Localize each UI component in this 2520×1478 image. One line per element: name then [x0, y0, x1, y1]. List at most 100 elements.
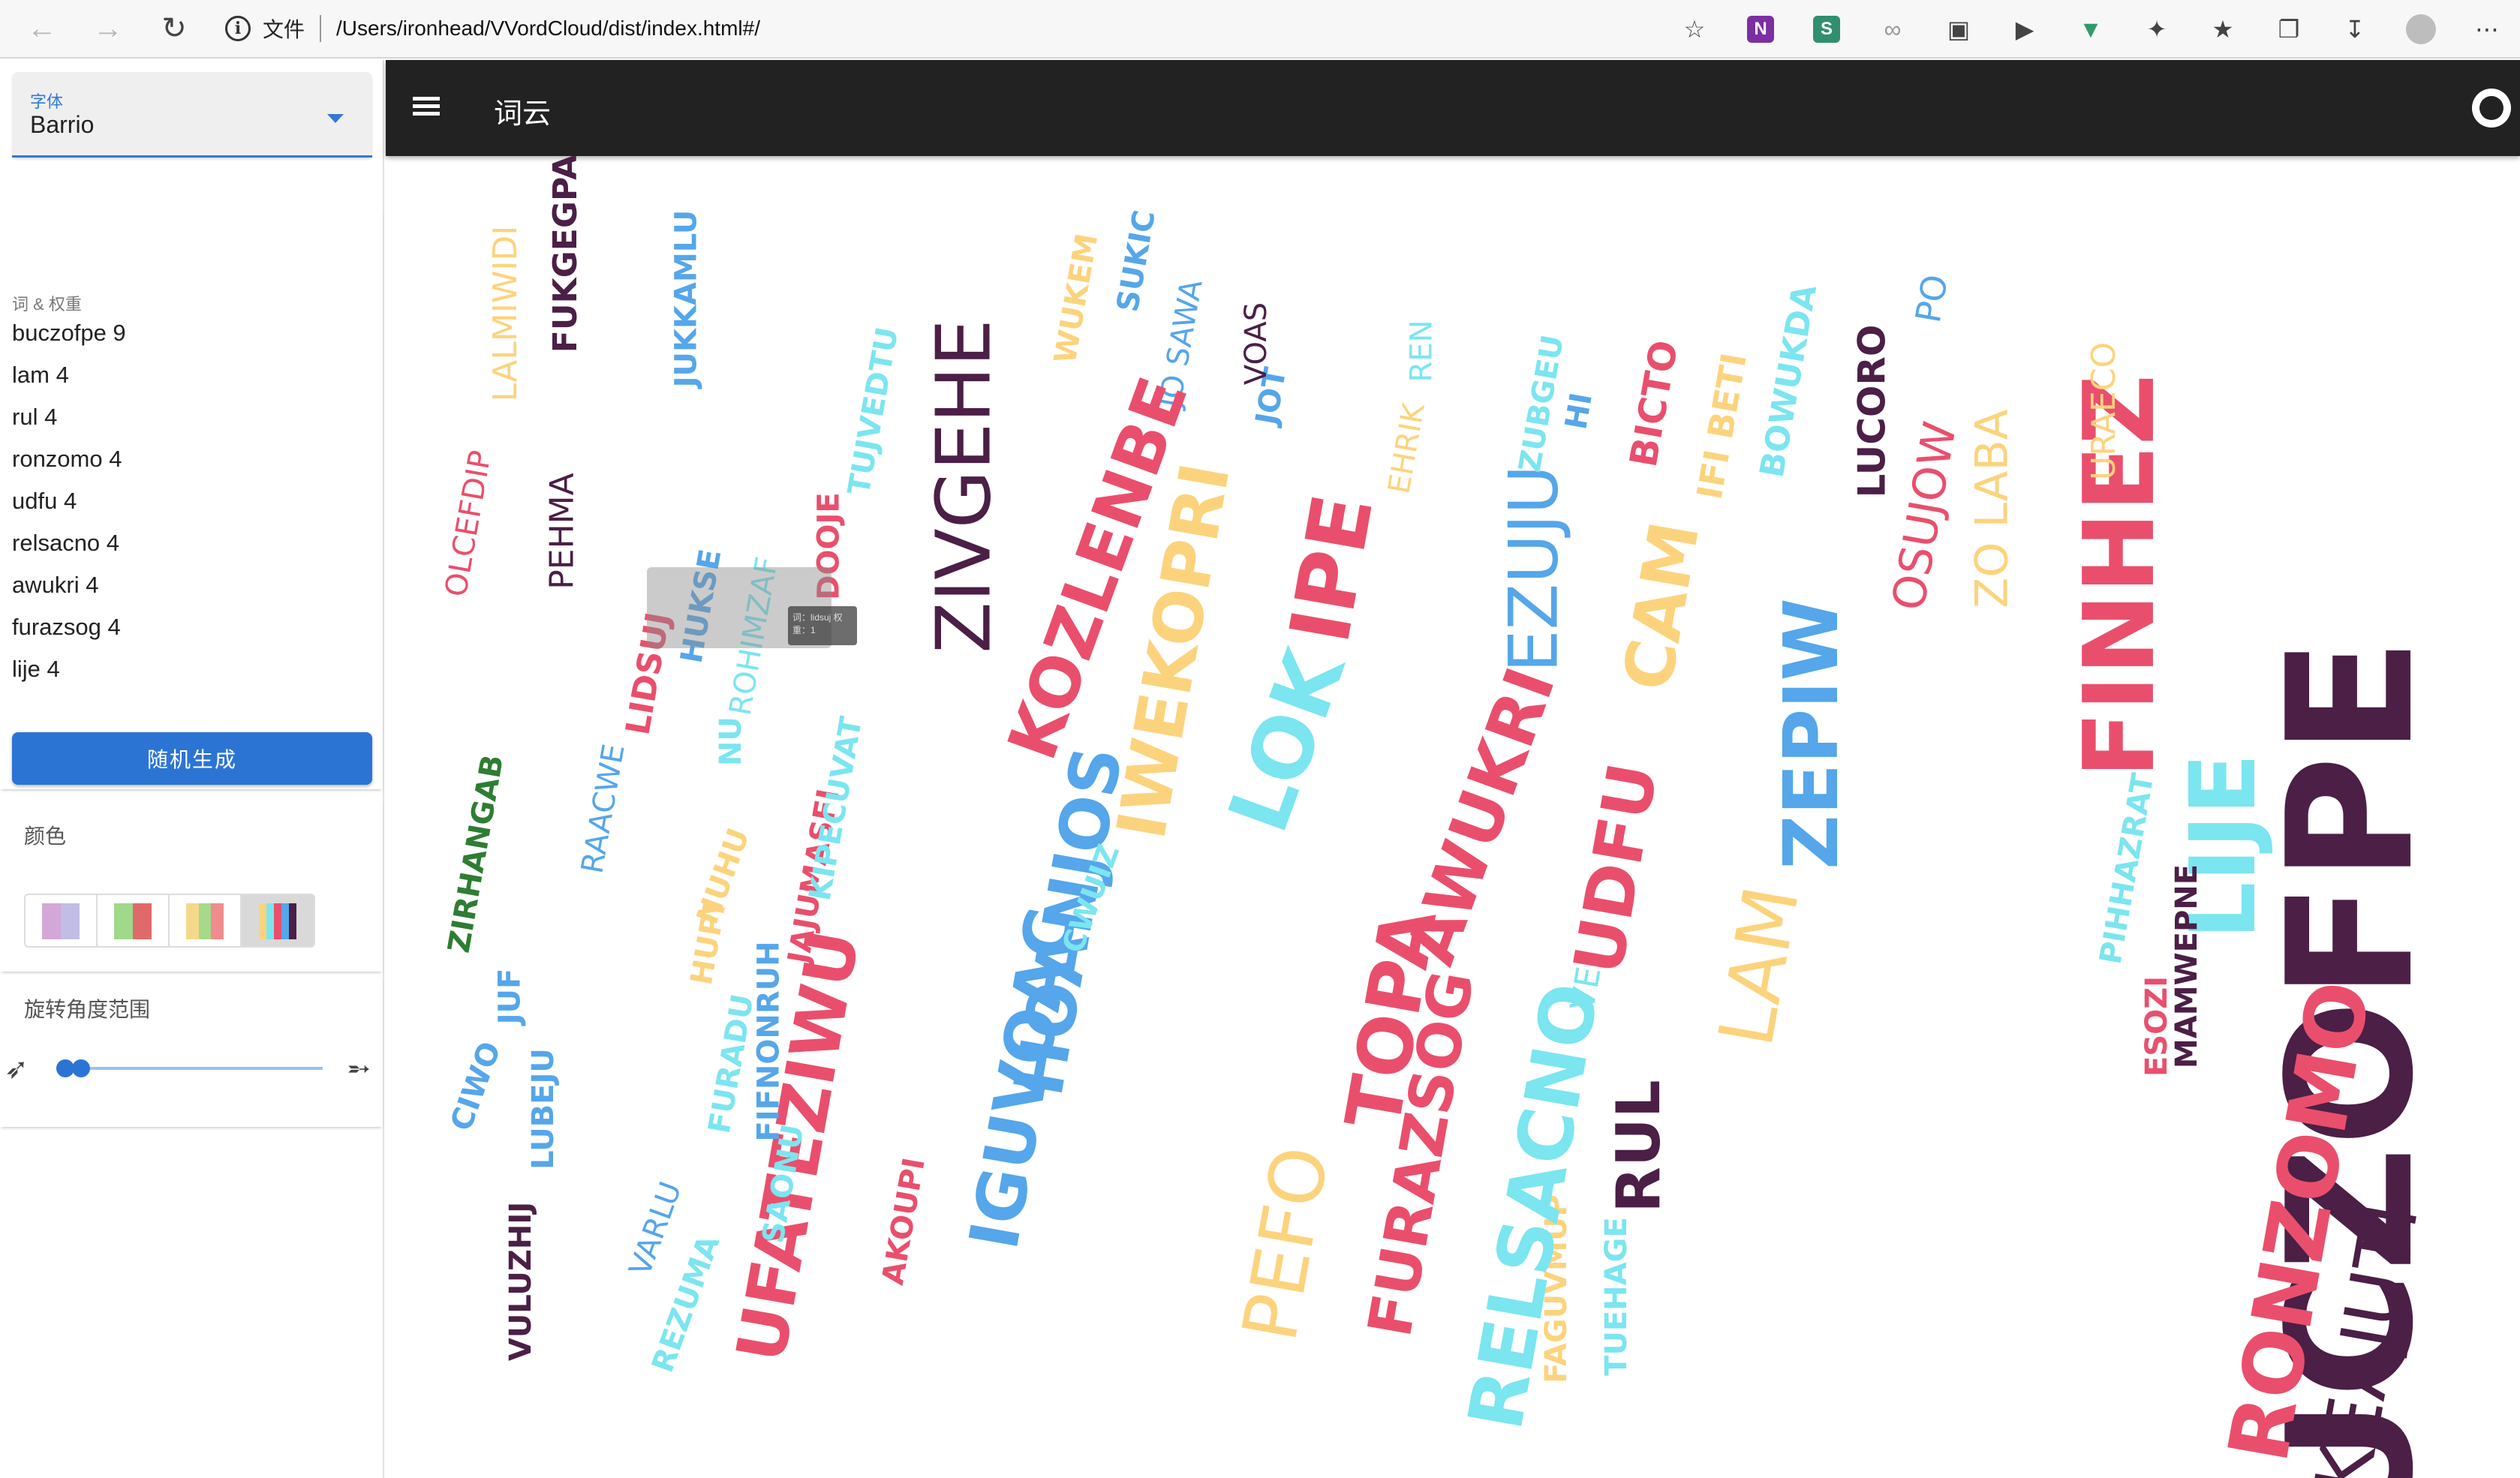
info-icon[interactable]: i: [225, 16, 251, 41]
palette-swatch[interactable]: [98, 895, 170, 946]
random-generate-button[interactable]: 随机生成: [12, 732, 372, 785]
slider-thumb-max[interactable]: [72, 1059, 90, 1077]
browser-toolbar: ← → ↻ i 文件 /Users/ironhead/VVordCloud/di…: [0, 0, 2520, 59]
back-icon[interactable]: ←: [27, 11, 57, 45]
cloud-word[interactable]: FIFNONRUH: [751, 941, 786, 1142]
cloud-word[interactable]: RAACWE: [575, 741, 632, 876]
cloud-word[interactable]: IFI BETI: [1689, 350, 1755, 503]
words-weights-textarea[interactable]: buczofpe 9 lam 4 rul 4 ronzomo 4 udfu 4 …: [12, 312, 372, 837]
rotate-left-icon[interactable]: ➶: [5, 1053, 29, 1085]
cloud-word[interactable]: TUEHAGE: [1598, 1217, 1634, 1376]
cloud-word[interactable]: UDFU: [1559, 757, 1673, 981]
add-favorite-icon[interactable]: ☆: [1683, 16, 1706, 43]
word-line: furazsog 4: [12, 614, 121, 640]
favorites-icon[interactable]: ★: [2212, 16, 2234, 43]
collections-icon[interactable]: ❐: [2278, 16, 2300, 43]
cloud-word[interactable]: URAECO: [2085, 341, 2124, 481]
download-icon[interactable]: ↧: [2344, 16, 2365, 43]
cloud-word[interactable]: PEFO: [1225, 1140, 1346, 1347]
cloud-word[interactable]: BICTO: [1621, 337, 1687, 470]
cloud-word[interactable]: MAMWEPNE: [2170, 864, 2205, 1069]
cloud-word[interactable]: LOK: [1209, 638, 1363, 844]
url-text[interactable]: /Users/ironhead/VVordCloud/dist/index.ht…: [336, 17, 760, 40]
cloud-word[interactable]: ZIVGEHE: [919, 319, 1008, 653]
address-separator: [320, 15, 322, 42]
cloud-word[interactable]: LAM: [1701, 880, 1816, 1053]
cloud-word[interactable]: OSUJOW: [1881, 418, 1967, 614]
chevron-down-icon[interactable]: [327, 114, 344, 123]
cloud-word[interactable]: LALMIWIDI: [486, 225, 525, 402]
cloud-word[interactable]: ZIRHANGAB: [441, 752, 510, 956]
cloud-word[interactable]: LUCORO: [1849, 324, 1893, 498]
rotate-right-icon[interactable]: ➵: [347, 1053, 371, 1085]
profile-avatar-icon[interactable]: [2404, 13, 2437, 46]
palette-swatch[interactable]: [242, 895, 314, 946]
cloud-word[interactable]: JUKKAMLU: [668, 209, 703, 388]
cloud-word[interactable]: EZUJU: [1493, 464, 1573, 673]
more-menu-icon[interactable]: ⋯: [2475, 16, 2499, 43]
font-select[interactable]: 字体 Barrio: [12, 72, 372, 158]
cloud-word[interactable]: ESOZI: [2140, 975, 2175, 1077]
palette-swatch[interactable]: [170, 895, 242, 946]
cloud-word[interactable]: RELSACNO: [1451, 977, 1616, 1436]
word-line: buczofpe 9: [12, 320, 126, 346]
infinity-extension-icon[interactable]: ∞: [1884, 15, 1902, 43]
cloud-word[interactable]: CIWO: [444, 1037, 508, 1136]
cloud-word[interactable]: FUKGEGPA: [546, 156, 585, 353]
cloud-word[interactable]: EHRIK: [1381, 401, 1432, 497]
word-line: awukri 4: [12, 572, 99, 598]
cloud-word[interactable]: AKOUPI: [875, 1155, 932, 1288]
toolbar-icons: ☆ N S ∞ ▣ ▶ ▼ ✦ ★ ❐ ↧ ⋯: [1661, 0, 2520, 59]
color-title: 颜色: [24, 825, 67, 848]
vue-extension-icon[interactable]: ▼: [2079, 15, 2103, 43]
reload-icon[interactable]: ↻: [161, 12, 187, 45]
font-select-label: 字体: [30, 92, 64, 111]
extensions-icon[interactable]: ✦: [2146, 16, 2167, 43]
rotation-range-slider[interactable]: [60, 1067, 323, 1070]
cloud-word[interactable]: LUBEJU: [525, 1048, 561, 1170]
word-cloud: BUCZOFPE RONZOMO KEAJUTI LIJE FINHEZ ZO LABA O…: [386, 156, 2520, 1478]
menu-icon[interactable]: [413, 93, 461, 123]
word-tooltip: 词：lidsuj 权重：1: [788, 606, 857, 645]
cloud-word[interactable]: RUL: [1603, 1080, 1673, 1213]
cloud-word[interactable]: PEHMA: [543, 473, 582, 590]
cloud-word[interactable]: NU: [713, 716, 748, 766]
cloud-word[interactable]: REN: [1404, 320, 1439, 383]
cloud-word[interactable]: ZO LABA: [1965, 409, 2019, 608]
github-icon[interactable]: [2472, 89, 2511, 128]
color-palette-group: [24, 894, 315, 948]
cloud-word[interactable]: OLCEFDIP: [438, 448, 498, 599]
cloud-word[interactable]: VARLU: [623, 1177, 689, 1281]
palette-chip: [114, 903, 152, 939]
forward-icon[interactable]: →: [93, 11, 123, 45]
video-extension-icon[interactable]: ▶: [2015, 16, 2034, 43]
cloud-word[interactable]: VULUZHIJ: [504, 1201, 539, 1362]
font-select-value: Barrio: [30, 111, 95, 138]
s-extension-icon[interactable]: S: [1810, 13, 1843, 46]
rotation-card: 旋转角度范围 ➶ ➵: [0, 977, 383, 1127]
onenote-extension-icon[interactable]: N: [1744, 13, 1777, 46]
cloud-word[interactable]: WUKEM: [1048, 230, 1105, 367]
slider-thumb-min[interactable]: [56, 1059, 74, 1077]
cloud-word[interactable]: ZEPIW: [1767, 598, 1855, 870]
cloud-word[interactable]: VOAS: [1239, 302, 1274, 386]
glasses-extension-icon[interactable]: ▣: [1947, 16, 1971, 43]
cloud-word[interactable]: HI: [1559, 390, 1600, 432]
cloud-word[interactable]: PO: [1907, 271, 1956, 326]
cloud-word[interactable]: FURADU: [702, 991, 761, 1137]
address-bar[interactable]: i 文件 /Users/ironhead/VVordCloud/dist/ind…: [225, 6, 760, 51]
cloud-word[interactable]: IPE: [1271, 488, 1391, 650]
cloud-word[interactable]: CAM: [1607, 515, 1715, 696]
cloud-word[interactable]: TUJVEDTU: [841, 324, 906, 498]
page-title: 词云: [494, 98, 552, 130]
palette-swatch[interactable]: [26, 895, 98, 946]
cloud-word[interactable]: PIHHAZRAT: [2093, 771, 2161, 967]
color-card: 颜色: [0, 799, 383, 972]
file-label: 文件: [263, 18, 305, 41]
cloud-word[interactable]: SUKIC: [1110, 207, 1162, 315]
word-line: lije 4: [12, 656, 60, 682]
cloud-word[interactable]: BOWUKDA: [1752, 281, 1825, 481]
palette-chip: [186, 903, 224, 939]
cloud-word[interactable]: ZUBGEU: [1512, 332, 1571, 475]
cloud-word[interactable]: JUF: [492, 968, 527, 1025]
